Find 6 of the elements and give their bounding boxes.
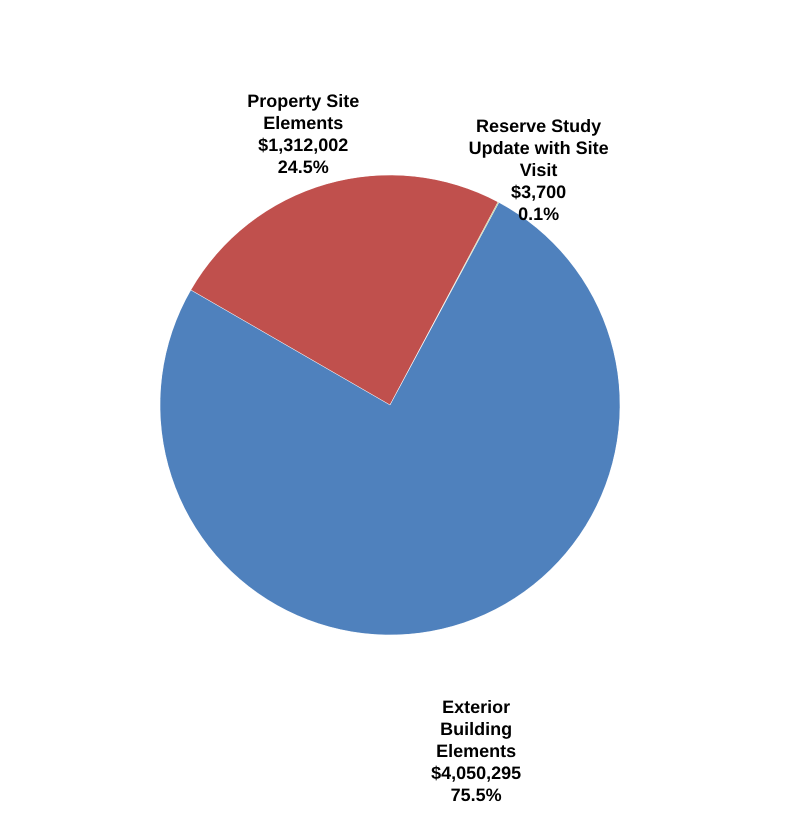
slice-label: Reserve Study Update with Site Visit bbox=[468, 116, 609, 180]
data-label: $1,312,002 24.5% bbox=[258, 135, 348, 178]
data-label: $4,050,295 75.5% bbox=[431, 763, 522, 805]
slice-label: Property Site Elements bbox=[247, 91, 360, 134]
data-label: $3,700 0.1% bbox=[511, 182, 566, 224]
slice-label: Exterior Building Elements bbox=[436, 697, 516, 761]
